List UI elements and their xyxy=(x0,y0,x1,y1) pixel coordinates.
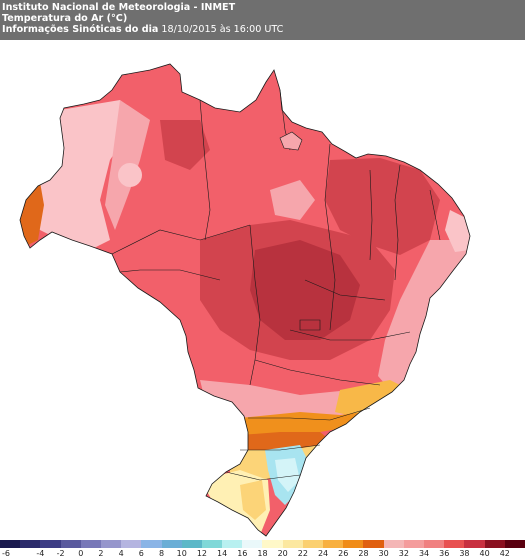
legend-swatch xyxy=(302,540,323,548)
legend-swatch xyxy=(343,540,364,548)
legend-tick-label: 0 xyxy=(78,549,84,558)
legend-swatch xyxy=(80,540,101,548)
legend-tick-label: 12 xyxy=(196,549,208,558)
map-area xyxy=(0,40,525,540)
legend-tick-label: 20 xyxy=(277,549,288,558)
legend-tick-label: 16 xyxy=(237,549,248,558)
legend-swatch xyxy=(60,540,81,548)
legend-bar xyxy=(0,540,525,548)
legend-tick-label: 32 xyxy=(398,549,409,558)
legend-tick-label: -4 xyxy=(36,549,45,558)
legend-tick-label: 34 xyxy=(418,549,430,558)
legend-swatch xyxy=(181,540,202,548)
subtitle-date: 18/10/2015 às 16:00 UTC xyxy=(158,24,284,35)
legend-swatch xyxy=(383,540,404,548)
institute-title: Instituto Nacional de Meteorologia - INM… xyxy=(2,2,236,13)
subtitle: Informações Sinóticas do dia 18/10/2015 … xyxy=(2,24,283,36)
legend-swatch xyxy=(363,540,384,548)
legend-swatch xyxy=(0,540,21,548)
legend-swatch xyxy=(20,540,41,548)
subtitle-label: Informações Sinóticas do dia xyxy=(2,24,159,35)
legend-swatch xyxy=(323,540,344,548)
marajo-island xyxy=(279,131,303,151)
legend-swatch xyxy=(423,540,445,548)
legend-swatch xyxy=(141,540,162,548)
legend-tick-label: -2 xyxy=(56,549,65,558)
legend-swatch xyxy=(403,540,424,548)
legend-swatch xyxy=(504,540,525,548)
legend-swatch xyxy=(444,540,465,548)
legend-tick-label: 14 xyxy=(217,549,228,558)
header-bar: Instituto Nacional de Meteorologia - INM… xyxy=(0,0,525,40)
legend-tick-label: 8 xyxy=(158,549,165,558)
legend-tick-label: 30 xyxy=(378,549,389,558)
legend-tick-label: 2 xyxy=(98,549,104,558)
legend-tick-label: 38 xyxy=(459,549,470,558)
legend-swatch xyxy=(464,540,485,548)
legend-swatch xyxy=(121,540,142,548)
legend-tick-label: 24 xyxy=(317,549,329,558)
legend-tick-label: 6 xyxy=(138,549,144,558)
legend-tick-label: 36 xyxy=(439,549,450,558)
legend-tick-label: 42 xyxy=(499,549,510,558)
color-legend: -6 -4 -2 0 2 4 6 8 10 12 14 16 18 20 22 24 26 28 30 32 34 36 3… xyxy=(0,540,525,560)
legend-swatch xyxy=(222,540,243,548)
legend-swatch xyxy=(262,540,283,548)
legend-swatch xyxy=(242,540,263,548)
legend-tick-label: 10 xyxy=(176,549,187,558)
legend-ticks: -6 -4 -2 0 2 4 6 8 10 12 14 16 18 20 22 24 26 28 30 32 34 36 3… xyxy=(0,548,525,560)
state-borders xyxy=(111,89,441,481)
legend-tick-label: 18 xyxy=(257,549,268,558)
legend-swatch xyxy=(201,540,223,548)
legend-swatch xyxy=(100,540,122,548)
legend-swatch xyxy=(484,540,505,548)
legend-tick-label: -6 xyxy=(2,549,10,558)
legend-swatch xyxy=(40,540,61,548)
legend-swatch xyxy=(161,540,182,548)
legend-tick-label: 40 xyxy=(479,549,490,558)
legend-tick-label: 26 xyxy=(338,549,349,558)
brazil-temperature-map xyxy=(19,63,471,537)
legend-tick-label: 4 xyxy=(118,549,124,558)
variable-title: Temperatura do Ar (°C) xyxy=(2,13,128,24)
legend-tick-label: 22 xyxy=(297,549,308,558)
legend-tick-label: 28 xyxy=(358,549,369,558)
temperature-field xyxy=(20,100,470,535)
legend-swatch xyxy=(282,540,303,548)
